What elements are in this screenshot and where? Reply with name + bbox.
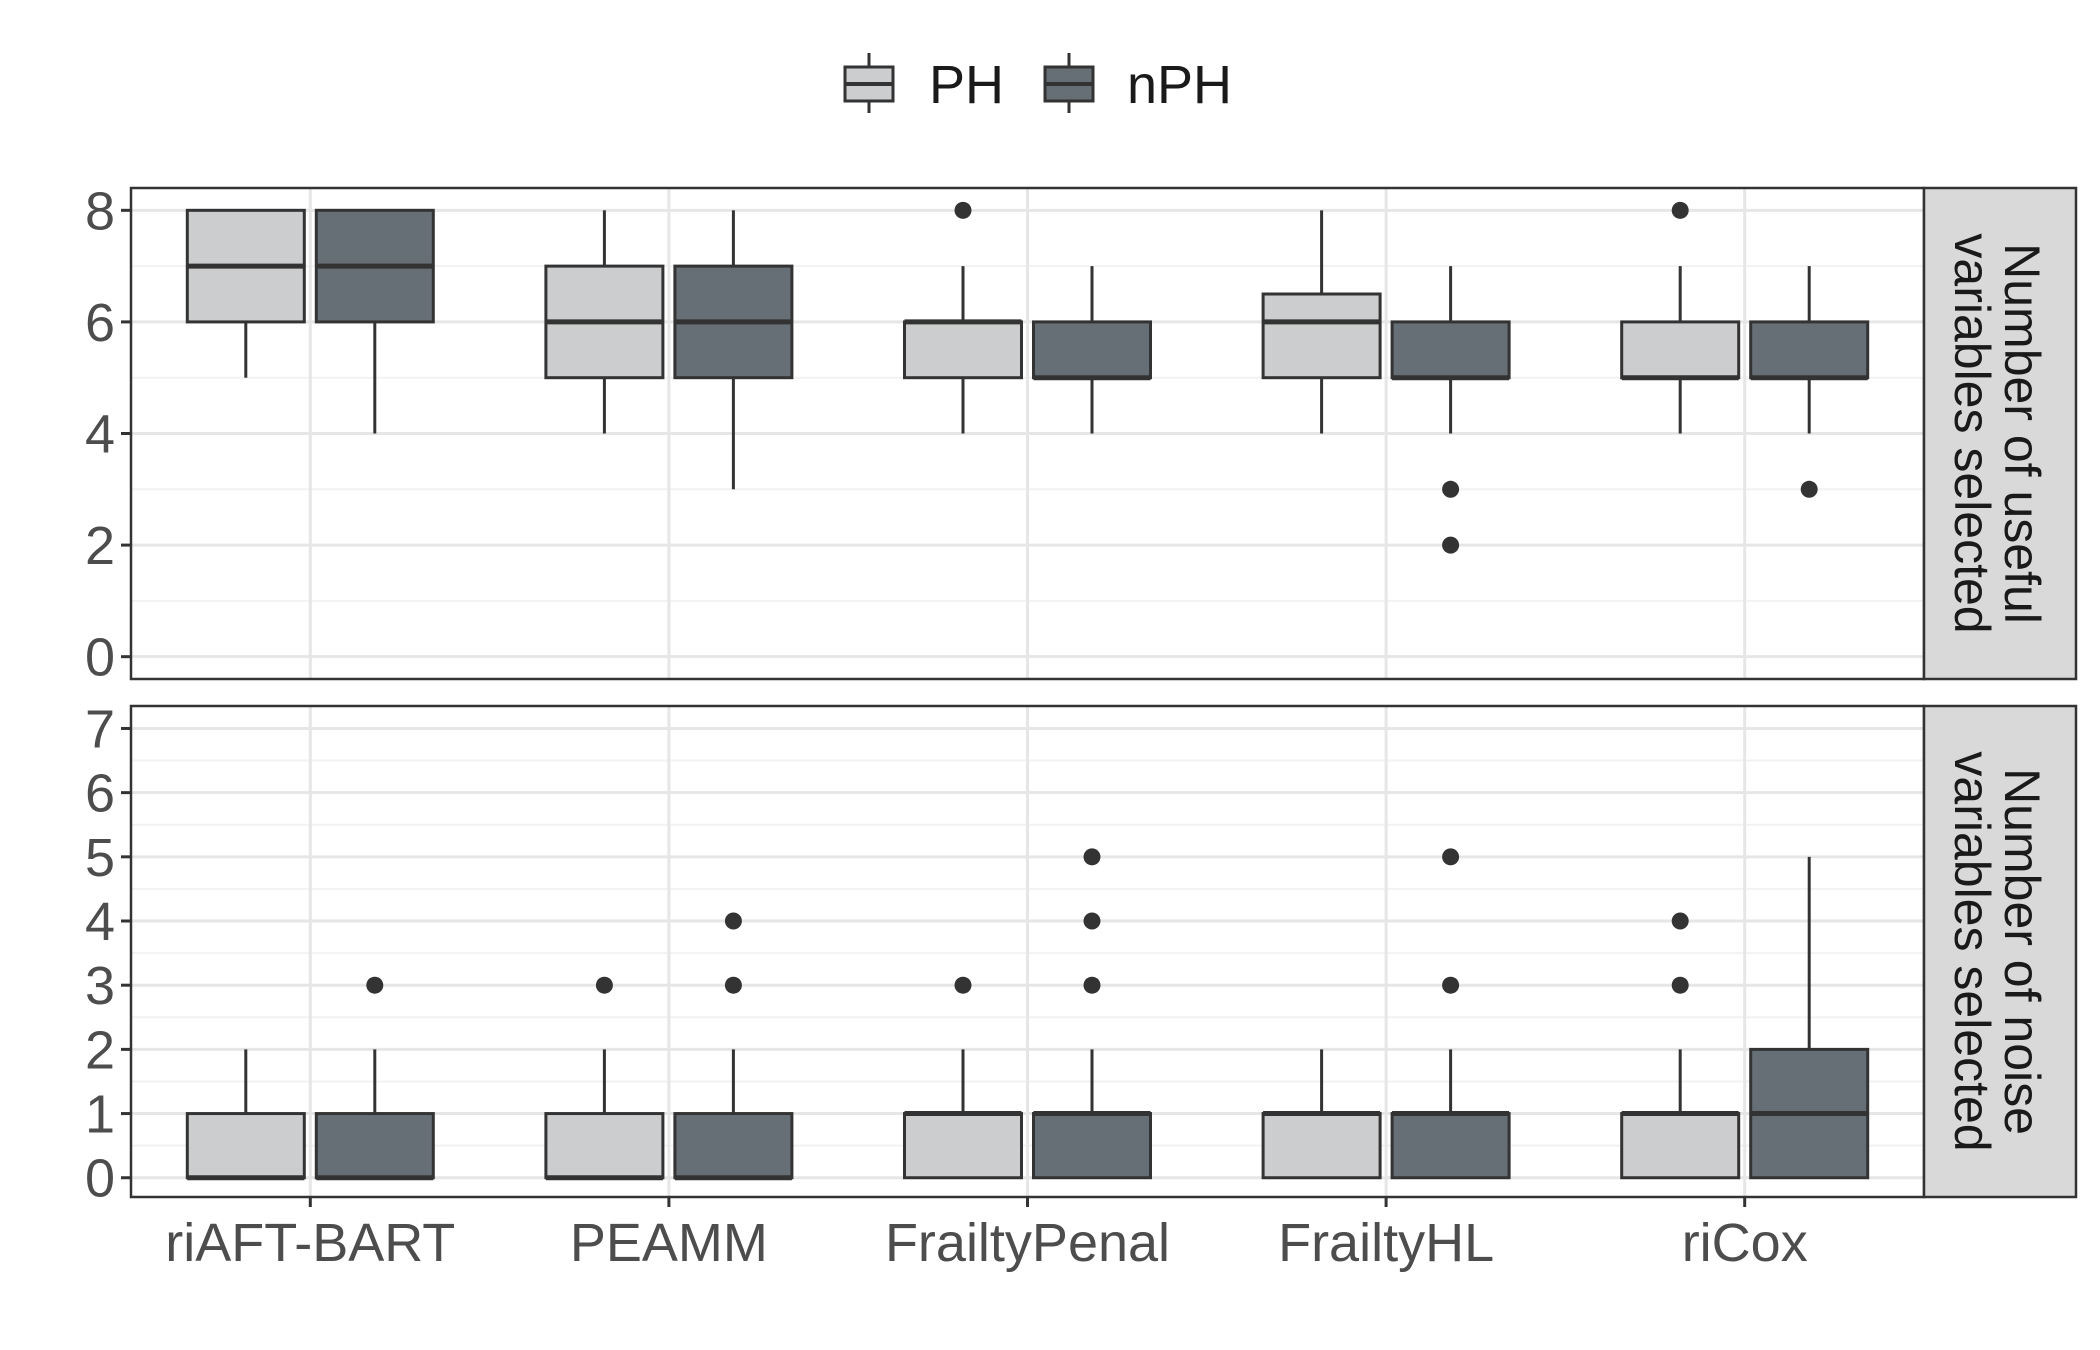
box-ph-frailtypenal (903, 976, 1023, 1180)
y-tick-label: 2 (85, 516, 115, 576)
y-tick-label: 4 (85, 892, 115, 952)
box-ph-peamm (544, 976, 665, 1181)
box-nph-riaft-bart (314, 976, 435, 1181)
outlier-point (1442, 480, 1460, 498)
box-ph-ricox (1620, 912, 1741, 1180)
box-iqr (544, 264, 665, 380)
outlier-point (595, 976, 613, 994)
box-nph-ricox (1749, 266, 1870, 498)
outlier-point (724, 912, 742, 930)
x-tick-label: riCox (1682, 1213, 1808, 1273)
box-ph-riaft-bart (185, 1049, 306, 1181)
outlier-point (1800, 480, 1818, 498)
box-nph-frailtyhl (1390, 266, 1511, 554)
box-iqr (903, 1112, 1023, 1180)
box-ph-riaft-bart (185, 208, 306, 378)
y-tick-label: 7 (85, 699, 115, 759)
box-ph-ricox (1620, 201, 1741, 434)
box-iqr (314, 208, 435, 324)
y-tick-label: 8 (85, 181, 115, 241)
outlier-point (1671, 976, 1689, 994)
y-tick-label: 5 (85, 828, 115, 888)
box-nph-frailtypenal (1032, 266, 1152, 434)
box-iqr (1749, 1047, 1870, 1180)
panel-background (131, 188, 1924, 679)
box-iqr (1261, 292, 1382, 380)
outlier-point (1083, 976, 1101, 994)
box-ph-frailtyhl (1261, 1049, 1382, 1180)
strip-label-line-2: variables selected (1944, 233, 2000, 633)
box-iqr (314, 1112, 435, 1180)
x-tick-label: PEAMM (570, 1213, 768, 1273)
outlier-point (1442, 976, 1460, 994)
box-nph-peamm (673, 912, 794, 1181)
y-tick-label: 0 (85, 628, 115, 688)
box-iqr (1749, 320, 1870, 380)
outlier-point (954, 201, 972, 219)
box-iqr (1620, 320, 1741, 380)
strip-label-line-1: Number of useful (1994, 243, 2050, 624)
y-tick-label: 1 (85, 1085, 115, 1145)
box-iqr (1620, 1112, 1741, 1180)
box-nph-frailtyhl (1390, 848, 1511, 1180)
legend-label-nph: nPH (1127, 55, 1233, 115)
strip-label-line-1: Number of noise (1994, 768, 2050, 1135)
outlier-point (1442, 536, 1460, 554)
outlier-point (366, 976, 384, 994)
box-nph-peamm (673, 210, 794, 490)
panel-background (131, 706, 1924, 1197)
box-ph-frailtypenal (903, 201, 1023, 434)
outlier-point (954, 976, 972, 994)
box-nph-riaft-bart (314, 208, 435, 434)
box-ph-frailtyhl (1261, 210, 1382, 434)
outlier-point (1083, 912, 1101, 930)
box-iqr (673, 264, 794, 380)
legend-swatch-nph (1043, 53, 1095, 113)
facet-strip (1922, 704, 2078, 1199)
panel-border (129, 704, 1926, 1199)
outlier-point (724, 976, 742, 994)
outlier-point (1442, 848, 1460, 866)
box-iqr (1261, 1112, 1382, 1180)
y-tick-label: 6 (85, 764, 115, 824)
facet-strip (1922, 186, 2078, 681)
box-iqr (185, 1112, 306, 1180)
y-tick-label: 6 (85, 293, 115, 353)
box-iqr (673, 1112, 794, 1180)
box-iqr (544, 1112, 665, 1180)
x-tick-label: FrailtyPenal (885, 1213, 1170, 1273)
box-iqr (903, 320, 1023, 380)
outlier-point (1671, 912, 1689, 930)
box-ph-peamm (544, 210, 665, 434)
facet-strip-label: Number of usefulvariables selected (1944, 233, 2050, 633)
outlier-point (1083, 848, 1101, 866)
y-tick-label: 4 (85, 405, 115, 465)
legend-label-ph: PH (929, 55, 1005, 115)
strip-label-line-2: variables selected (1944, 751, 2000, 1151)
panel-1: 0 2 4 6 8 Number of usefulvariables selected (85, 181, 2078, 688)
x-tick-label: FrailtyHL (1278, 1213, 1494, 1273)
panel-border (129, 186, 1926, 681)
box-iqr (1390, 1112, 1511, 1180)
x-tick-label: riAFT-BART (165, 1213, 455, 1273)
y-tick-label: 3 (85, 956, 115, 1016)
facet-strip-label: Number of noisevariables selected (1944, 751, 2050, 1151)
box-iqr (1032, 1112, 1152, 1180)
y-tick-label: 2 (85, 1020, 115, 1080)
box-iqr (1390, 320, 1511, 380)
box-nph-ricox (1749, 856, 1870, 1180)
box-iqr (1032, 320, 1152, 380)
y-tick-label: 0 (85, 1149, 115, 1209)
box-nph-frailtypenal (1032, 848, 1152, 1180)
outlier-point (1671, 201, 1689, 219)
legend-swatch-ph (843, 53, 895, 113)
legend: PH nPH (835, 45, 1265, 125)
box-iqr (185, 208, 306, 324)
